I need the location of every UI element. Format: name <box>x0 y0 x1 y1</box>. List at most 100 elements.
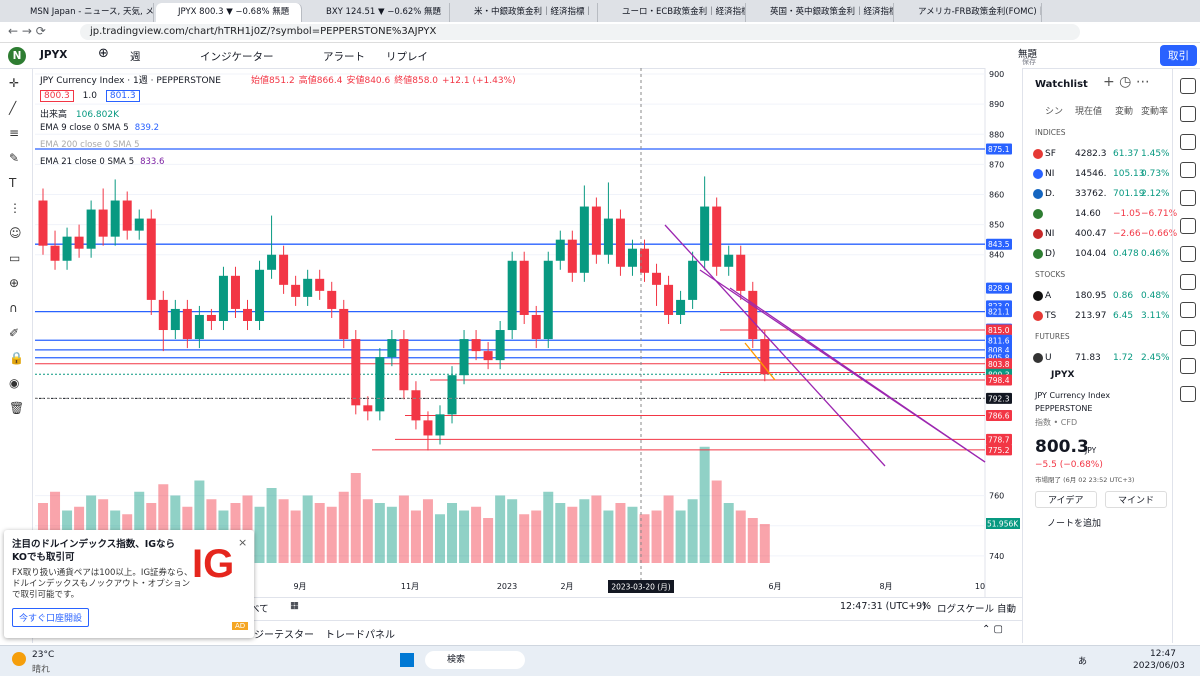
side-icon[interactable] <box>1180 134 1196 150</box>
avatar[interactable]: N <box>8 47 26 65</box>
volume-bar <box>422 499 433 563</box>
watch-row[interactable]: U 71.83 1.72 2.45% <box>1023 350 1171 366</box>
save[interactable]: 保存 <box>1022 58 1036 66</box>
detail-kind: 指数 • CFD <box>1035 418 1078 427</box>
date-range[interactable]: ▦ <box>290 600 299 611</box>
volume-bar <box>314 503 325 563</box>
ad-title: 注目のドルインデックス指数、IGならKOでも取引可 <box>12 539 176 563</box>
log-scale[interactable]: ログスケール <box>937 604 995 615</box>
x-tick-label: 2023 <box>497 582 517 591</box>
side-icon[interactable] <box>1180 190 1196 206</box>
watch-row[interactable]: 14.60 −1.05 −6.71% <box>1023 206 1177 222</box>
panel-tab[interactable]: ジーテスター <box>254 630 314 641</box>
tab[interactable]: MSN Japan - ニュース, 天気, メール <box>8 3 154 22</box>
side-icon[interactable] <box>1180 386 1196 402</box>
start-button[interactable] <box>400 653 414 667</box>
ad-close[interactable]: × <box>238 536 248 549</box>
ideas-button[interactable]: アイデア <box>1035 491 1097 508</box>
tool-icon[interactable]: 🗑 <box>9 401 25 415</box>
tool-icon[interactable]: ✎ <box>9 151 20 165</box>
column-header[interactable]: 変動 <box>1115 107 1134 117</box>
tab[interactable]: 米・中銀政策金利｜経済指標｜ <box>452 3 598 22</box>
tool-icon[interactable]: ⋮ <box>9 201 21 215</box>
volume-bar <box>326 506 337 563</box>
last: 33762. <box>1075 189 1107 199</box>
side-icon[interactable] <box>1180 330 1196 346</box>
minds-button[interactable]: マインド <box>1105 491 1168 508</box>
panel-controls[interactable]: ⌃ ▢ <box>982 624 1004 635</box>
add-symbol[interactable]: ⊕ <box>98 46 109 61</box>
auto-scale[interactable]: 自動 <box>997 604 1017 615</box>
tool-icon[interactable]: ✛ <box>9 76 20 90</box>
watch-row[interactable]: D) 104.04 0.478 0.46% <box>1023 246 1171 262</box>
tool-icon[interactable]: ⊕ <box>9 276 20 290</box>
watch-row[interactable]: NI 14546. 105.13 0.73% <box>1023 166 1171 182</box>
volume-bar <box>507 499 518 563</box>
tab[interactable]: アメリカ-FRB政策金利(FOMC)｜経 <box>896 3 1042 22</box>
trade-button[interactable]: 取引 <box>1160 45 1197 66</box>
alert[interactable]: アラート <box>323 51 365 63</box>
candle-body <box>423 420 433 436</box>
tool-icon[interactable]: ◉ <box>9 376 20 390</box>
ad-tag: AD <box>232 622 249 630</box>
price-label: 821.1 <box>988 308 1010 317</box>
taskbar: 23°C 晴れ 検索 あ 12:47 2023/06/03 <box>0 645 1200 676</box>
side-icon[interactable] <box>1180 302 1196 318</box>
url[interactable]: jp.tradingview.com/chart/hTRH1j0Z/?symbo… <box>80 24 1080 40</box>
tool-icon[interactable]: ≡ <box>9 126 20 140</box>
watchlist-tools[interactable]: + ◷ ⋯ <box>1103 74 1150 90</box>
tool-icon[interactable]: ✐ <box>9 326 20 340</box>
price-label: 811.6 <box>988 336 1010 345</box>
nav-buttons[interactable]: ← → ⟳ <box>8 24 46 38</box>
range-all[interactable]: べて <box>250 604 269 615</box>
side-icon[interactable] <box>1180 78 1196 94</box>
tab[interactable]: 英国・英中銀政策金利｜経済指標｜ <box>748 3 894 22</box>
volume-bar <box>350 473 361 563</box>
tool-icon[interactable]: ☺ <box>9 226 22 240</box>
side-icon[interactable] <box>1180 274 1196 290</box>
search[interactable]: 検索 <box>425 651 525 669</box>
watch-row[interactable]: TS 213.97 6.45 3.11% <box>1023 308 1171 324</box>
panel-tab[interactable]: トレードパネル <box>325 630 395 641</box>
side-icon[interactable] <box>1180 106 1196 122</box>
interval[interactable]: 週 <box>130 51 141 63</box>
tool-icon[interactable]: ╱ <box>9 101 17 115</box>
tab[interactable]: ユーロ・ECB政策金利｜経済指標｜ <box>600 3 746 22</box>
tool-icon[interactable]: T <box>9 176 17 190</box>
watch-row[interactable]: A 180.95 0.86 0.48% <box>1023 288 1171 304</box>
percent[interactable]: % <box>922 601 932 612</box>
tool-icon[interactable]: ▭ <box>9 251 21 265</box>
ad-button[interactable]: 今すぐ口座開設 <box>12 608 90 627</box>
side-icon[interactable] <box>1180 218 1196 234</box>
indicators[interactable]: インジケーター <box>200 51 274 63</box>
column-header[interactable]: 変動率 <box>1141 107 1169 117</box>
column-header[interactable]: 現在値 <box>1075 107 1103 117</box>
volume-bar <box>543 491 554 563</box>
column-header[interactable]: シン <box>1045 107 1064 117</box>
candle-body <box>110 200 120 237</box>
tool-icon[interactable]: ∩ <box>9 301 18 315</box>
side-icon[interactable] <box>1180 246 1196 262</box>
ime[interactable]: あ <box>1078 657 1088 667</box>
candle-body <box>255 269 265 321</box>
symbol[interactable]: JPYX <box>40 49 68 61</box>
drawing-toolbar: ✛ ╱ ≡ ✎ T ⋮ ☺ ▭ ⊕ ∩ ✐ 🔒 ◉ 🗑 <box>0 68 33 643</box>
watch-row[interactable]: NI 400.47 −2.66 −0.66% <box>1023 226 1177 242</box>
price-label: 875.1 <box>988 145 1010 154</box>
watchlist-title[interactable]: Watchlist <box>1035 79 1088 90</box>
tab[interactable]: BXY 124.51 ▼ −0.62% 無題 <box>304 3 450 22</box>
symbol-icon <box>1033 353 1043 363</box>
add-note[interactable]: ノートを追加 <box>1047 519 1102 529</box>
last: 213.97 <box>1075 311 1107 321</box>
watch-row[interactable]: SF 4282.3 61.37 1.45% <box>1023 146 1171 162</box>
tool-icon[interactable]: 🔒 <box>9 351 24 365</box>
tab[interactable]: JPYX 800.3 ▼ −0.68% 無題 <box>156 3 302 22</box>
replay[interactable]: リプレイ <box>386 51 428 63</box>
watch-row[interactable]: D. 33762. 701.19 2.12% <box>1023 186 1171 202</box>
ema-name: EMA 21 close 0 SMA 5 <box>40 157 135 167</box>
side-icon[interactable] <box>1180 358 1196 374</box>
layout-name[interactable]: 無題 <box>1018 49 1038 60</box>
candle-body <box>170 308 180 331</box>
candle-body <box>567 239 577 273</box>
side-icon[interactable] <box>1180 162 1196 178</box>
